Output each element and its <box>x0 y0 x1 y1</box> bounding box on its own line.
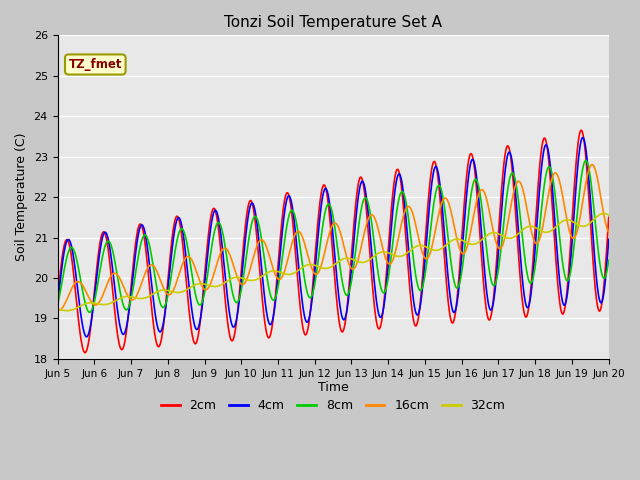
16cm <box>588 162 596 168</box>
16cm <box>300 236 307 242</box>
Legend: 2cm, 4cm, 8cm, 16cm, 32cm: 2cm, 4cm, 8cm, 16cm, 32cm <box>156 395 511 418</box>
8cm <box>97 264 104 270</box>
32cm <box>288 271 296 277</box>
Line: 32cm: 32cm <box>58 214 609 311</box>
Line: 2cm: 2cm <box>58 130 609 353</box>
16cm <box>97 297 104 303</box>
4cm <box>97 244 104 250</box>
Line: 16cm: 16cm <box>58 165 609 310</box>
2cm <box>288 210 296 216</box>
2cm <box>300 326 307 332</box>
32cm <box>309 262 317 268</box>
8cm <box>288 207 296 213</box>
4cm <box>300 305 307 311</box>
8cm <box>300 267 307 273</box>
8cm <box>368 219 376 225</box>
16cm <box>288 241 296 247</box>
2cm <box>368 271 376 277</box>
32cm <box>97 301 104 307</box>
2cm <box>605 215 612 220</box>
4cm <box>54 300 61 306</box>
X-axis label: Time: Time <box>317 382 349 395</box>
Title: Tonzi Soil Temperature Set A: Tonzi Soil Temperature Set A <box>224 15 442 30</box>
2cm <box>81 350 89 356</box>
16cm <box>309 268 317 274</box>
16cm <box>55 307 63 313</box>
32cm <box>605 212 612 218</box>
4cm <box>368 248 376 253</box>
8cm <box>54 302 61 308</box>
Line: 8cm: 8cm <box>58 160 609 312</box>
2cm <box>54 295 61 301</box>
8cm <box>86 310 93 315</box>
4cm <box>605 237 612 242</box>
Line: 4cm: 4cm <box>58 138 609 337</box>
4cm <box>83 334 90 340</box>
2cm <box>309 278 317 284</box>
Y-axis label: Soil Temperature (C): Soil Temperature (C) <box>15 133 28 262</box>
4cm <box>579 135 586 141</box>
Text: TZ_fmet: TZ_fmet <box>68 58 122 71</box>
32cm <box>119 294 127 300</box>
32cm <box>54 307 61 312</box>
32cm <box>368 255 376 261</box>
8cm <box>582 157 589 163</box>
16cm <box>368 212 376 217</box>
4cm <box>119 331 127 337</box>
8cm <box>119 301 127 307</box>
32cm <box>300 264 307 270</box>
4cm <box>288 201 296 206</box>
16cm <box>119 282 127 288</box>
2cm <box>119 346 127 351</box>
2cm <box>577 127 585 133</box>
16cm <box>605 229 612 235</box>
32cm <box>63 308 71 313</box>
4cm <box>309 288 317 293</box>
8cm <box>309 289 317 295</box>
8cm <box>605 257 612 263</box>
32cm <box>600 211 608 216</box>
16cm <box>54 307 61 313</box>
2cm <box>97 237 104 242</box>
